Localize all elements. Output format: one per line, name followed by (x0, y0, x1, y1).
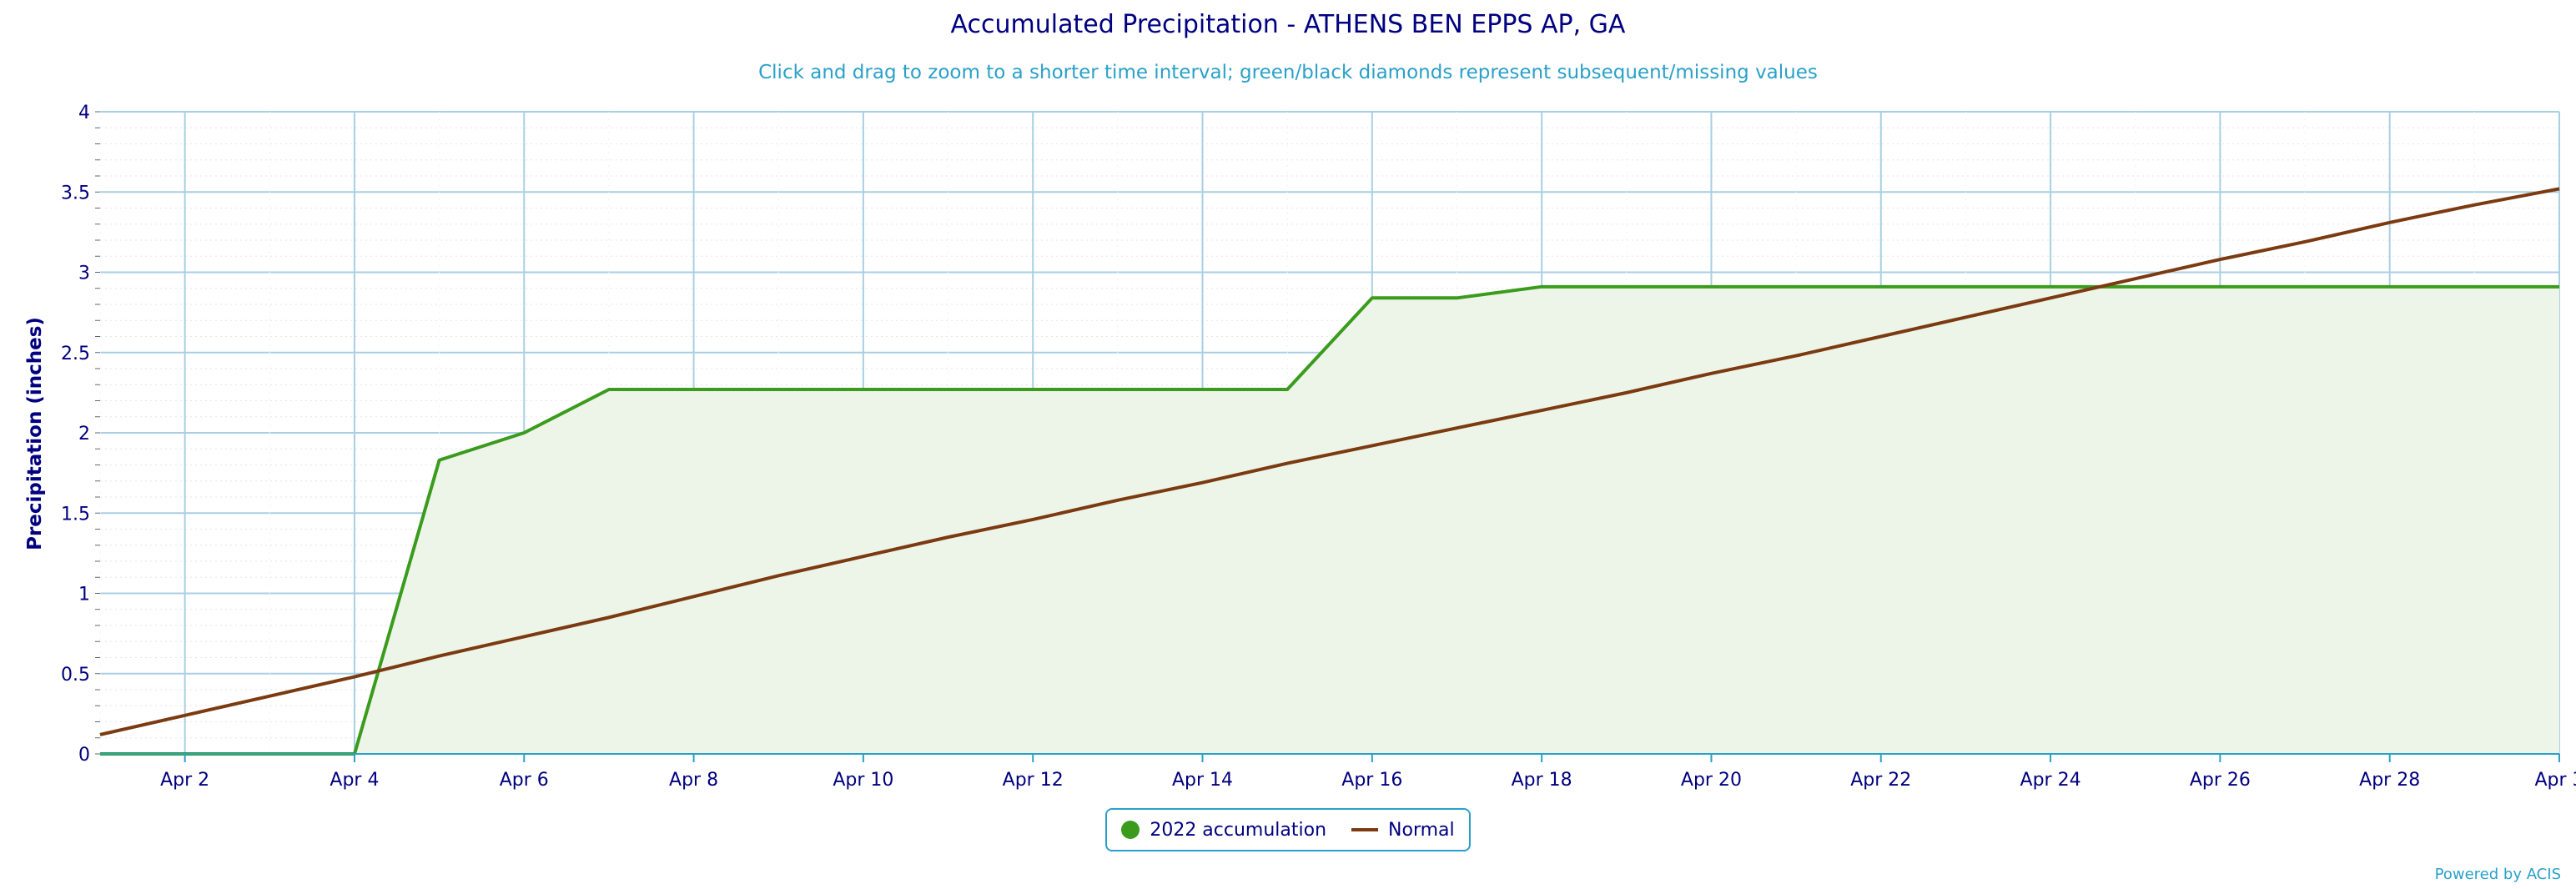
point-2022-15[interactable] (1285, 387, 1290, 392)
point-normal-19[interactable] (1624, 390, 1629, 395)
x-tick-label: Apr 28 (2359, 770, 2420, 791)
point-normal-21[interactable] (1794, 354, 1799, 359)
point-normal-2[interactable] (183, 713, 188, 718)
point-normal-16[interactable] (1370, 443, 1375, 448)
point-2022-8[interactable] (692, 387, 697, 392)
point-2022-7[interactable] (606, 387, 611, 392)
point-normal-24[interactable] (2048, 295, 2053, 300)
x-tick-label: Apr 12 (1003, 770, 1064, 791)
y-tick-label: 2.5 (61, 344, 90, 364)
point-normal-27[interactable] (2302, 239, 2307, 244)
point-2022-29[interactable] (2472, 284, 2477, 289)
point-normal-25[interactable] (2133, 276, 2138, 281)
point-normal-15[interactable] (1285, 461, 1290, 466)
point-normal-18[interactable] (1539, 408, 1544, 413)
x-tick-label: Apr 24 (2020, 770, 2081, 791)
y-tick-label: 0.5 (61, 665, 90, 686)
point-2022-9[interactable] (776, 387, 781, 392)
point-2022-20[interactable] (1708, 284, 1713, 289)
point-normal-7[interactable] (606, 615, 611, 620)
point-normal-14[interactable] (1200, 480, 1205, 485)
x-tick-label: Apr 20 (1681, 770, 1742, 791)
x-tick-label: Apr 22 (1850, 770, 1911, 791)
x-tick-label: Apr 2 (160, 770, 209, 791)
point-normal-12[interactable] (1030, 517, 1035, 522)
point-2022-17[interactable] (1454, 295, 1459, 300)
y-tick-label: 4 (78, 103, 90, 123)
point-2022-24[interactable] (2048, 284, 2053, 289)
powered-by-link[interactable]: Powered by ACIS (2434, 866, 2561, 883)
point-normal-23[interactable] (1963, 314, 1968, 319)
point-2022-18[interactable] (1539, 284, 1544, 289)
x-tick-label: Apr 18 (1512, 770, 1572, 791)
point-2022-14[interactable] (1200, 387, 1205, 392)
legend-item-2022-accumulation[interactable]: 2022 accumulation (1121, 820, 1326, 841)
point-normal-20[interactable] (1708, 371, 1713, 376)
x-tick-label: Apr 14 (1172, 770, 1233, 791)
point-normal-26[interactable] (2217, 257, 2222, 262)
point-2022-30[interactable] (2557, 284, 2562, 289)
point-2022-27[interactable] (2302, 284, 2307, 289)
point-2022-25[interactable] (2133, 284, 2138, 289)
point-normal-28[interactable] (2387, 220, 2392, 225)
point-2022-21[interactable] (1794, 284, 1799, 289)
point-normal-10[interactable] (861, 554, 866, 559)
chart-title: Accumulated Precipitation - ATHENS BEN E… (950, 10, 1626, 39)
x-tick-label: Apr 16 (1341, 770, 1402, 791)
series-2022-accumulation-line[interactable] (100, 284, 2559, 756)
point-2022-28[interactable] (2387, 284, 2392, 289)
legend-label-normal: Normal (1388, 819, 1455, 841)
point-2022-22[interactable] (1879, 284, 1884, 289)
point-2022-5[interactable] (437, 458, 442, 463)
point-2022-6[interactable] (521, 430, 526, 435)
legend: 2022 accumulation Normal (1105, 808, 1471, 851)
y-tick-label: 1 (78, 585, 90, 605)
legend-marker-2022 (1121, 821, 1140, 839)
point-normal-22[interactable] (1879, 334, 1884, 339)
point-normal-11[interactable] (946, 535, 951, 540)
legend-label-2022: 2022 accumulation (1150, 819, 1327, 841)
series-2022-area (100, 286, 2559, 754)
point-normal-4[interactable] (352, 675, 357, 680)
point-2022-13[interactable] (1115, 387, 1120, 392)
point-2022-26[interactable] (2217, 284, 2222, 289)
point-normal-17[interactable] (1454, 425, 1459, 430)
x-tick-label: Apr 3 (2534, 770, 2576, 791)
point-2022-23[interactable] (1963, 284, 1968, 289)
point-2022-12[interactable] (1030, 387, 1035, 392)
series-normal-line[interactable] (99, 187, 2560, 736)
point-normal-13[interactable] (1115, 498, 1120, 503)
point-2022-10[interactable] (861, 387, 866, 392)
legend-item-normal[interactable]: Normal (1351, 820, 1455, 841)
point-normal-29[interactable] (2472, 203, 2477, 208)
y-tick-label: 3 (78, 264, 90, 284)
point-normal-3[interactable] (267, 694, 272, 699)
x-tick-label: Apr 8 (669, 770, 718, 791)
point-2022-16[interactable] (1370, 295, 1375, 300)
x-tick-label: Apr 26 (2190, 770, 2251, 791)
point-2022-11[interactable] (946, 387, 951, 392)
x-tick-label: Apr 10 (833, 770, 893, 791)
chart-subtitle: Click and drag to zoom to a shorter time… (758, 62, 1818, 83)
point-normal-5[interactable] (437, 654, 442, 659)
y-tick-label: 2 (78, 424, 90, 444)
y-tick-label: 3.5 (61, 183, 90, 203)
point-normal-6[interactable] (521, 634, 526, 639)
point-normal-30[interactable] (2557, 186, 2562, 191)
x-tick-label: Apr 6 (500, 770, 549, 791)
legend-marker-normal (1351, 828, 1379, 831)
point-normal-9[interactable] (776, 573, 781, 578)
point-2022-19[interactable] (1624, 284, 1629, 289)
point-normal-8[interactable] (692, 594, 697, 599)
y-tick-label: 1.5 (61, 504, 90, 525)
y-tick-label: 0 (78, 745, 90, 766)
x-tick-label: Apr 4 (330, 770, 379, 791)
point-normal-1[interactable] (98, 732, 103, 737)
